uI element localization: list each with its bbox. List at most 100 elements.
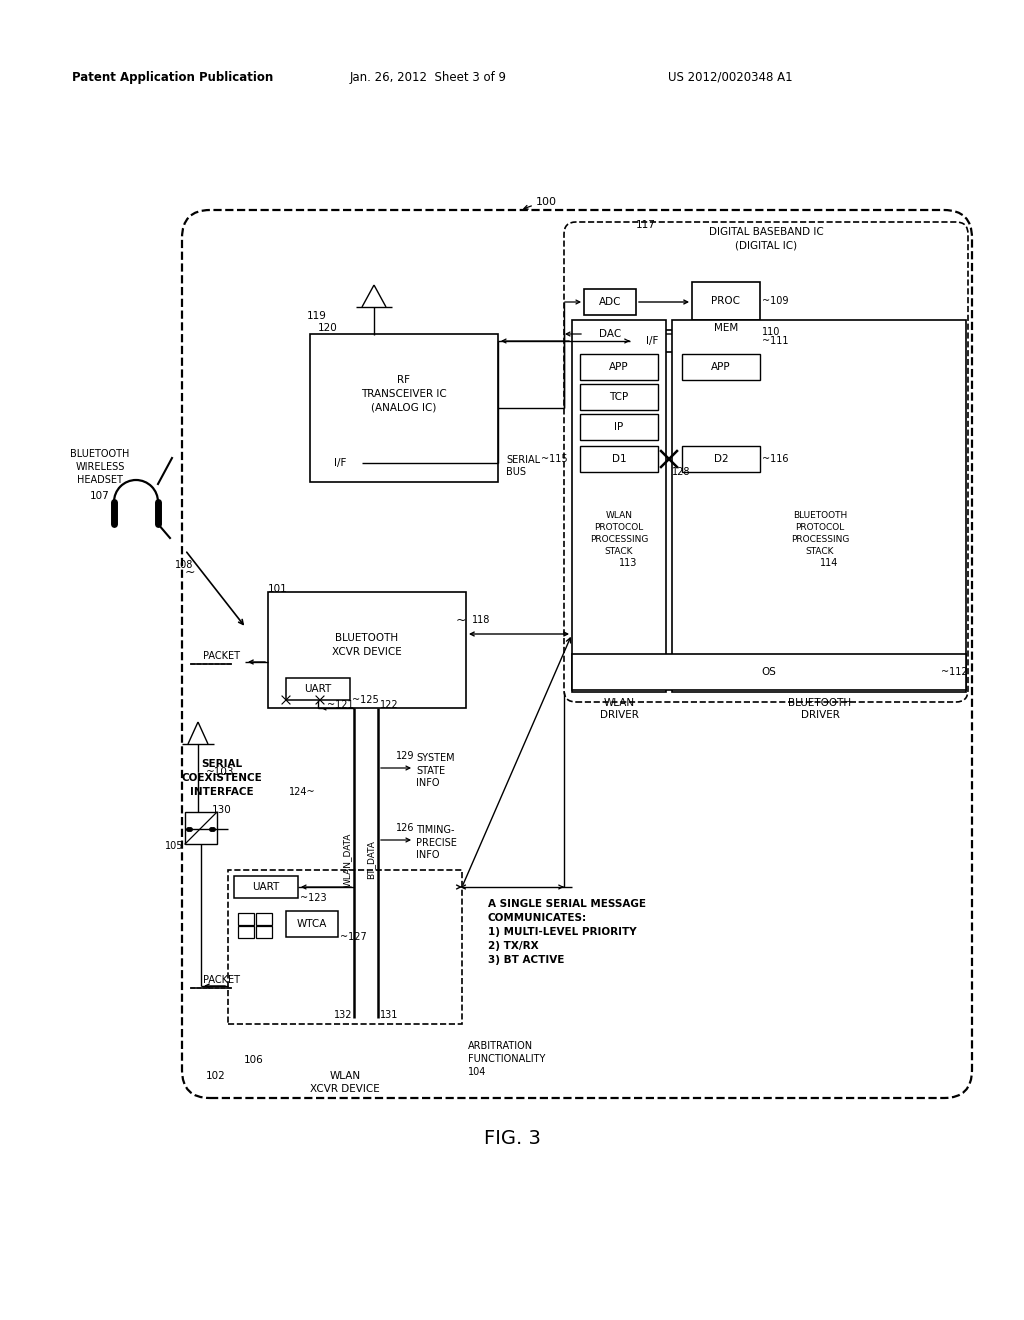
Text: TCP: TCP: [609, 392, 629, 403]
FancyBboxPatch shape: [630, 330, 674, 352]
Text: 106: 106: [244, 1055, 264, 1065]
Text: UART: UART: [304, 684, 332, 694]
FancyBboxPatch shape: [682, 354, 760, 380]
Text: 2) TX/RX: 2) TX/RX: [488, 941, 539, 950]
Text: 118: 118: [472, 615, 490, 624]
Text: ~125: ~125: [352, 696, 379, 705]
FancyBboxPatch shape: [238, 927, 254, 939]
FancyBboxPatch shape: [584, 321, 636, 347]
Text: US 2012/0020348 A1: US 2012/0020348 A1: [668, 70, 793, 83]
Text: 1) MULTI-LEVEL PRIORITY: 1) MULTI-LEVEL PRIORITY: [488, 927, 637, 937]
Text: 119: 119: [307, 312, 327, 321]
FancyBboxPatch shape: [256, 913, 272, 925]
FancyBboxPatch shape: [580, 354, 658, 380]
FancyBboxPatch shape: [572, 653, 966, 690]
Text: HEADSET: HEADSET: [77, 475, 123, 484]
Text: ~111: ~111: [762, 337, 788, 346]
FancyBboxPatch shape: [692, 330, 760, 352]
Text: Jan. 26, 2012  Sheet 3 of 9: Jan. 26, 2012 Sheet 3 of 9: [350, 70, 507, 83]
Text: 102: 102: [206, 1071, 226, 1081]
Text: 132: 132: [334, 1010, 352, 1020]
Text: ~: ~: [184, 565, 195, 578]
Text: WLAN: WLAN: [330, 1071, 360, 1081]
FancyBboxPatch shape: [310, 334, 498, 482]
Text: TIMING-: TIMING-: [416, 825, 455, 836]
Text: PROCESSING: PROCESSING: [590, 535, 648, 544]
Text: SERIAL: SERIAL: [202, 759, 243, 770]
FancyBboxPatch shape: [182, 210, 972, 1098]
Text: PROC: PROC: [712, 296, 740, 306]
Text: 3) BT ACTIVE: 3) BT ACTIVE: [488, 954, 564, 965]
Text: WLAN_DATA: WLAN_DATA: [342, 833, 351, 887]
Text: INFO: INFO: [416, 777, 439, 788]
Text: PROCESSING: PROCESSING: [791, 535, 849, 544]
Text: 101: 101: [268, 583, 288, 594]
Text: 117: 117: [636, 220, 656, 230]
FancyBboxPatch shape: [238, 913, 254, 925]
Text: BLUETOOTH: BLUETOOTH: [793, 511, 847, 520]
Text: BUS: BUS: [506, 467, 526, 477]
FancyBboxPatch shape: [234, 876, 298, 898]
Text: BT_DATA: BT_DATA: [367, 841, 376, 879]
Text: WLAN: WLAN: [603, 698, 635, 708]
Text: I/F: I/F: [334, 458, 346, 469]
FancyBboxPatch shape: [672, 319, 966, 692]
FancyBboxPatch shape: [318, 451, 362, 474]
Text: 110: 110: [762, 327, 780, 337]
FancyBboxPatch shape: [268, 591, 466, 708]
Text: 113: 113: [618, 558, 637, 568]
Text: WIRELESS: WIRELESS: [76, 462, 125, 473]
Text: ARBITRATION: ARBITRATION: [468, 1041, 534, 1051]
Text: FUNCTIONALITY: FUNCTIONALITY: [468, 1053, 546, 1064]
Text: COEXISTENCE: COEXISTENCE: [181, 774, 262, 783]
Text: STATE: STATE: [416, 766, 445, 776]
Text: ~109: ~109: [762, 296, 788, 306]
Text: 122: 122: [380, 700, 398, 710]
Text: D1: D1: [611, 454, 627, 465]
Text: UART: UART: [252, 882, 280, 892]
FancyBboxPatch shape: [256, 927, 272, 939]
Text: ~123: ~123: [300, 894, 327, 903]
Text: INTERFACE: INTERFACE: [190, 787, 254, 797]
FancyBboxPatch shape: [692, 282, 760, 319]
FancyBboxPatch shape: [228, 870, 462, 1024]
Text: 104: 104: [468, 1067, 486, 1077]
Text: DIGITAL BASEBAND IC: DIGITAL BASEBAND IC: [709, 227, 823, 238]
Text: APP: APP: [609, 362, 629, 372]
Text: BLUETOOTH: BLUETOOTH: [71, 449, 130, 459]
Text: XCVR DEVICE: XCVR DEVICE: [332, 647, 401, 657]
Text: 105: 105: [165, 841, 183, 851]
Text: (ANALOG IC): (ANALOG IC): [372, 403, 436, 413]
Text: 107: 107: [90, 491, 110, 502]
Text: PROTOCOL: PROTOCOL: [796, 523, 845, 532]
Text: FIG. 3: FIG. 3: [483, 1129, 541, 1147]
FancyBboxPatch shape: [682, 446, 760, 473]
Text: Patent Application Publication: Patent Application Publication: [72, 70, 273, 83]
Text: XCVR DEVICE: XCVR DEVICE: [310, 1084, 380, 1094]
Text: BLUETOOTH: BLUETOOTH: [336, 634, 398, 643]
Text: PACKET: PACKET: [204, 651, 241, 661]
Text: SERIAL: SERIAL: [506, 455, 540, 465]
FancyBboxPatch shape: [185, 812, 217, 843]
Text: 126: 126: [395, 822, 414, 833]
Text: ~121: ~121: [328, 700, 354, 710]
Text: STACK: STACK: [806, 546, 835, 556]
Text: D2: D2: [714, 454, 728, 465]
Text: 108: 108: [175, 560, 193, 570]
Text: DRIVER: DRIVER: [801, 710, 840, 719]
FancyBboxPatch shape: [286, 678, 350, 700]
Text: IP: IP: [614, 422, 624, 432]
FancyBboxPatch shape: [564, 222, 968, 702]
Text: RF: RF: [397, 375, 411, 385]
FancyBboxPatch shape: [580, 384, 658, 411]
Text: WTCA: WTCA: [297, 919, 328, 929]
Text: 124~: 124~: [290, 787, 316, 797]
Text: SYSTEM: SYSTEM: [416, 752, 455, 763]
Text: 131: 131: [380, 1010, 398, 1020]
Text: I/F: I/F: [646, 337, 658, 346]
Text: ~116: ~116: [762, 454, 788, 465]
Text: 130: 130: [212, 805, 231, 814]
Text: A SINGLE SERIAL MESSAGE: A SINGLE SERIAL MESSAGE: [488, 899, 646, 909]
Text: 114: 114: [820, 558, 839, 568]
Text: DAC: DAC: [599, 329, 622, 339]
